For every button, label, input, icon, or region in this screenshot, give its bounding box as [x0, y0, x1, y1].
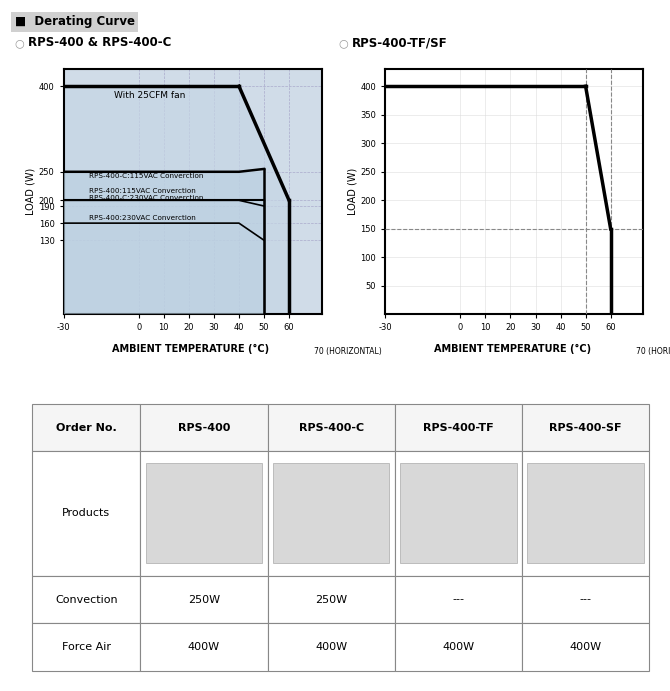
Text: RPS-400: RPS-400: [178, 422, 230, 433]
Text: With 25CFM fan: With 25CFM fan: [114, 91, 185, 100]
Text: ---: ---: [452, 594, 464, 605]
Text: ---: ---: [580, 594, 592, 605]
Text: Force Air: Force Air: [62, 642, 111, 652]
Text: RPS-400:230VAC Converction: RPS-400:230VAC Converction: [88, 215, 196, 221]
Text: RPS-400-SF: RPS-400-SF: [549, 422, 622, 433]
Text: Products: Products: [62, 509, 111, 518]
Text: 400W: 400W: [570, 642, 602, 652]
Text: Convection: Convection: [55, 594, 117, 605]
Text: 400W: 400W: [188, 642, 220, 652]
Text: RPS-400-TF: RPS-400-TF: [423, 422, 494, 433]
Text: 250W: 250W: [188, 594, 220, 605]
Polygon shape: [64, 172, 264, 314]
Y-axis label: LOAD (W): LOAD (W): [26, 168, 36, 216]
Text: RPS-400-TF/SF: RPS-400-TF/SF: [352, 37, 448, 49]
Text: 250W: 250W: [315, 594, 347, 605]
Text: 70 (HORIZONTAL): 70 (HORIZONTAL): [314, 348, 382, 357]
Text: Order No.: Order No.: [56, 422, 117, 433]
Y-axis label: LOAD (W): LOAD (W): [348, 168, 358, 216]
Text: 400W: 400W: [442, 642, 474, 652]
Text: RPS-400 & RPS-400-C: RPS-400 & RPS-400-C: [28, 37, 172, 49]
Text: AMBIENT TEMPERATURE (°C): AMBIENT TEMPERATURE (°C): [113, 343, 269, 354]
Text: 400W: 400W: [315, 642, 347, 652]
Text: 70 (HORIZONTAL): 70 (HORIZONTAL): [636, 348, 670, 357]
Text: RPS-400:115VAC Converction: RPS-400:115VAC Converction: [88, 188, 196, 193]
Polygon shape: [64, 86, 289, 314]
Text: RPS-400-C:230VAC Converction: RPS-400-C:230VAC Converction: [88, 195, 203, 200]
Text: ○: ○: [338, 38, 348, 48]
Text: ■  Derating Curve: ■ Derating Curve: [15, 15, 135, 28]
Text: AMBIENT TEMPERATURE (°C): AMBIENT TEMPERATURE (°C): [434, 343, 591, 354]
Text: RPS-400-C: RPS-400-C: [299, 422, 364, 433]
Text: RPS-400-C:115VAC Converction: RPS-400-C:115VAC Converction: [88, 173, 203, 180]
Text: ○: ○: [15, 38, 25, 48]
